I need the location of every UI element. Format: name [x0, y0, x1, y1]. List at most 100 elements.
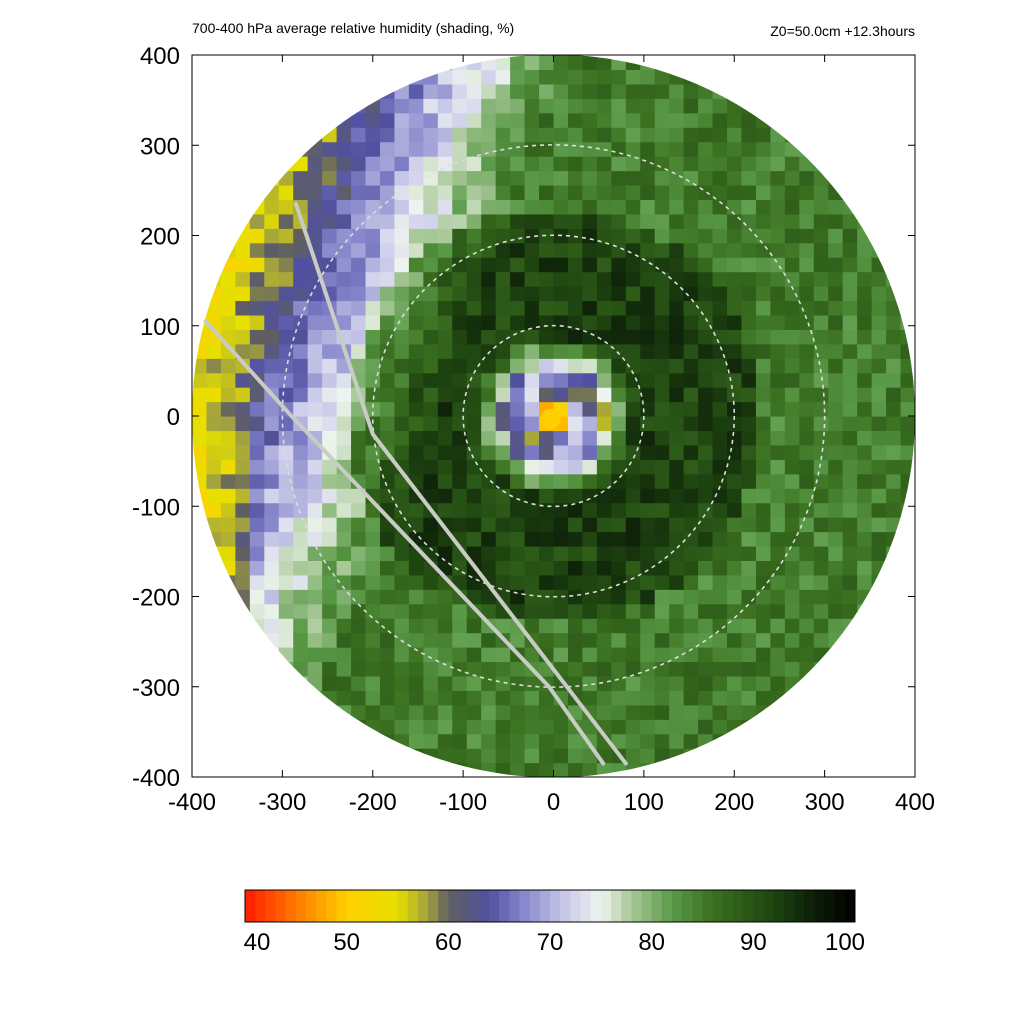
- humidity-cell: [828, 286, 844, 302]
- humidity-cell: [640, 286, 656, 302]
- humidity-cell: [683, 574, 699, 590]
- humidity-cell: [784, 228, 800, 244]
- humidity-cell: [510, 83, 526, 99]
- humidity-cell: [249, 314, 265, 330]
- humidity-cell: [582, 459, 598, 475]
- humidity-cell: [900, 459, 915, 475]
- humidity-cell: [654, 286, 670, 302]
- humidity-cell: [900, 444, 915, 460]
- humidity-cell: [553, 271, 569, 287]
- humidity-cell: [567, 632, 584, 648]
- humidity-cell: [379, 401, 396, 417]
- humidity-cell: [727, 127, 743, 143]
- humidity-cell: [423, 358, 439, 374]
- humidity-cell: [654, 618, 670, 634]
- humidity-cell: [365, 372, 381, 388]
- humidity-cell: [828, 574, 844, 590]
- humidity-cell: [683, 531, 699, 547]
- humidity-cell: [452, 170, 468, 186]
- humidity-cell: [452, 675, 468, 691]
- humidity-cell: [611, 733, 627, 749]
- humidity-cell: [481, 213, 497, 229]
- humidity-cell: [394, 647, 410, 663]
- humidity-cell: [871, 589, 887, 605]
- humidity-cell: [625, 560, 641, 576]
- humidity-cell: [452, 502, 468, 518]
- humidity-cell: [351, 358, 367, 374]
- humidity-cell: [351, 502, 367, 518]
- humidity-cell: [582, 401, 598, 417]
- humidity-cell: [322, 127, 338, 143]
- humidity-cell: [741, 271, 757, 287]
- humidity-cell: [669, 719, 685, 735]
- humidity-cell: [727, 372, 743, 388]
- humidity-cell: [437, 343, 453, 359]
- humidity-cell: [278, 300, 294, 316]
- humidity-cell: [539, 531, 555, 547]
- humidity-cell: [379, 733, 396, 749]
- humidity-cell: [322, 661, 338, 677]
- humidity-cell: [755, 502, 771, 518]
- colorbar-bin: [794, 890, 805, 922]
- humidity-cell: [871, 459, 887, 475]
- y-tick-label: -400: [132, 765, 180, 792]
- humidity-cell: [669, 141, 685, 157]
- humidity-cell: [452, 358, 468, 374]
- humidity-cell: [220, 531, 236, 547]
- humidity-cell: [755, 98, 771, 114]
- range-ring: [281, 144, 826, 688]
- humidity-cell: [799, 257, 815, 273]
- humidity-cell: [712, 271, 728, 287]
- humidity-cell: [596, 228, 612, 244]
- humidity-cell: [524, 488, 540, 504]
- humidity-cell: [278, 531, 294, 547]
- humidity-cell: [582, 372, 598, 388]
- humidity-cell: [293, 271, 309, 287]
- colorbar-bin: [529, 890, 541, 922]
- humidity-cell: [481, 257, 497, 273]
- humidity-cell: [408, 112, 424, 128]
- humidity-cell: [755, 416, 771, 432]
- humidity-cell: [712, 242, 728, 258]
- humidity-cell: [495, 502, 511, 518]
- humidity-cell: [900, 531, 915, 547]
- humidity-cell: [654, 502, 670, 518]
- humidity-cell: [799, 300, 815, 316]
- humidity-cell: [351, 719, 367, 735]
- humidity-cell: [654, 387, 670, 403]
- humidity-cell: [813, 488, 829, 504]
- humidity-cell: [510, 762, 526, 778]
- humidity-cell: [264, 343, 280, 359]
- humidity-cell: [351, 560, 367, 576]
- humidity-cell: [741, 112, 757, 128]
- humidity-cell: [770, 488, 786, 504]
- humidity-cell: [495, 69, 511, 85]
- humidity-cell: [712, 733, 728, 749]
- humidity-cell: [466, 401, 482, 417]
- humidity-cell: [683, 517, 699, 533]
- humidity-cell: [567, 603, 584, 619]
- humidity-cell: [799, 242, 815, 258]
- humidity-cell: [741, 661, 757, 677]
- humidity-cell: [654, 430, 670, 446]
- humidity-cell: [365, 112, 381, 128]
- humidity-cell: [640, 560, 656, 576]
- humidity-cell: [408, 459, 424, 475]
- humidity-cell: [336, 531, 352, 547]
- humidity-cell: [322, 675, 338, 691]
- humidity-cell: [235, 401, 251, 417]
- humidity-cell: [770, 473, 786, 489]
- humidity-cell: [669, 358, 685, 374]
- humidity-cell: [336, 661, 352, 677]
- humidity-cell: [408, 228, 424, 244]
- y-tick-label: -100: [132, 494, 180, 521]
- humidity-cell: [813, 387, 829, 403]
- humidity-cell: [828, 473, 844, 489]
- humidity-cell: [784, 444, 800, 460]
- humidity-cell: [857, 459, 873, 475]
- humidity-cell: [683, 228, 699, 244]
- humidity-cell: [596, 372, 612, 388]
- humidity-cell: [510, 704, 526, 720]
- humidity-cell: [510, 473, 526, 489]
- humidity-cell: [799, 574, 815, 590]
